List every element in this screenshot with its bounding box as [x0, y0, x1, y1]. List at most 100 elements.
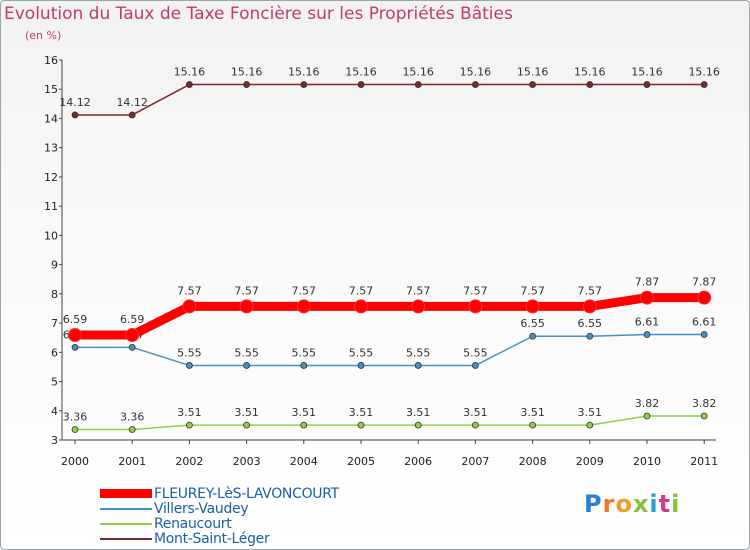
data-label: 6.61 — [635, 315, 660, 328]
data-label: 3.82 — [692, 397, 717, 410]
data-point — [643, 412, 651, 420]
data-label: 7.57 — [292, 284, 317, 297]
data-point — [643, 81, 651, 88]
data-point — [586, 81, 594, 88]
x-tick-label: 2000 — [61, 455, 89, 468]
data-label: 6.59 — [120, 313, 145, 326]
data-label: 3.51 — [520, 406, 545, 419]
data-point — [354, 299, 368, 314]
data-label: 5.55 — [349, 346, 374, 359]
series-line — [75, 333, 705, 367]
data-label: 5.55 — [234, 346, 259, 359]
data-label: 5.55 — [292, 346, 317, 359]
data-point — [582, 299, 597, 314]
y-tick-label: 13 — [44, 142, 58, 155]
data-label: 3.51 — [406, 406, 431, 419]
data-point — [357, 81, 365, 88]
data-point — [700, 81, 708, 88]
y-tick-label: 7 — [51, 317, 58, 330]
data-point — [300, 362, 308, 369]
y-tick-label: 11 — [44, 200, 58, 213]
data-point — [239, 299, 254, 314]
x-tick-label: 2011 — [690, 455, 718, 468]
y-tick-label: 3 — [51, 434, 58, 447]
data-label: 7.57 — [520, 284, 545, 297]
y-tick-label: 5 — [51, 376, 58, 389]
data-label: 15.16 — [288, 66, 320, 79]
data-point — [71, 426, 79, 433]
legend-swatch-villers — [100, 507, 152, 510]
legend-label: Mont-Saint-Léger — [154, 530, 270, 547]
chart-title: Evolution du Taux de Taxe Foncière sur l… — [4, 4, 513, 24]
legend-swatch-renaucourt — [100, 522, 152, 525]
data-point — [71, 111, 79, 119]
data-label: 3.36 — [63, 410, 88, 423]
logo-letter: i — [671, 490, 681, 518]
x-tick-label: 2002 — [175, 455, 203, 468]
data-label: 3.82 — [635, 397, 660, 410]
data-point — [411, 299, 426, 314]
data-label: 15.16 — [231, 66, 263, 79]
data-label: 6.55 — [578, 317, 603, 330]
data-point — [243, 81, 251, 88]
data-point — [185, 421, 193, 429]
logo-letter: i — [649, 490, 659, 518]
data-point — [471, 362, 479, 369]
y-axis-unit: (en %) — [25, 29, 62, 42]
data-point — [71, 343, 79, 351]
data-label: 7.57 — [406, 284, 431, 297]
data-point — [243, 421, 251, 429]
data-point — [414, 362, 422, 369]
data-label: 3.51 — [463, 406, 488, 419]
data-point — [128, 111, 136, 119]
data-label: 15.16 — [460, 66, 492, 79]
legend-item: Villers-Vaudey — [100, 500, 339, 517]
legend-label: Villers-Vaudey — [154, 500, 249, 517]
data-label: 7.87 — [692, 276, 717, 289]
data-point — [357, 362, 365, 369]
data-point — [300, 421, 308, 429]
y-tick-label: 9 — [51, 259, 58, 272]
data-label: 5.55 — [463, 346, 488, 359]
data-label: 15.16 — [174, 66, 206, 79]
y-tick-label: 6 — [51, 346, 58, 359]
data-label: 3.51 — [349, 406, 374, 419]
logo-letter: o — [615, 490, 633, 518]
data-label: 6.55 — [520, 317, 545, 330]
x-tick-label: 2004 — [290, 455, 318, 468]
x-tick-label: 2008 — [519, 455, 547, 468]
data-point — [68, 328, 82, 343]
data-point — [529, 332, 536, 340]
data-point — [525, 299, 540, 314]
data-point — [700, 412, 708, 420]
data-label: 5.55 — [406, 346, 431, 359]
logo-letter: r — [602, 490, 616, 518]
data-label: 7.87 — [635, 276, 660, 289]
data-label: 15.16 — [345, 66, 377, 79]
data-point — [296, 299, 311, 314]
y-tick-label: 12 — [44, 171, 58, 184]
data-label: 6.61 — [692, 315, 717, 328]
y-tick-label: 16 — [44, 54, 58, 67]
series-line — [75, 293, 705, 340]
data-point — [697, 290, 712, 305]
data-point — [125, 328, 140, 343]
x-tick-label: 2003 — [233, 455, 261, 468]
logo-letter: P — [584, 490, 603, 518]
data-label: 15.16 — [402, 66, 434, 79]
data-label: 7.57 — [177, 284, 202, 297]
data-point — [414, 81, 422, 88]
data-label: 15.16 — [631, 66, 663, 79]
data-point — [128, 343, 136, 351]
y-tick-label: 4 — [51, 405, 58, 418]
y-tick-label: 14 — [44, 112, 58, 125]
data-label: 5.55 — [177, 346, 202, 359]
x-tick-label: 2010 — [633, 455, 661, 468]
data-point — [471, 81, 479, 88]
legend-item: FLEUREY-LèS-LAVONCOURT — [100, 486, 339, 502]
legend-swatch-mont — [100, 537, 152, 540]
data-label: 3.51 — [578, 406, 603, 419]
data-point — [471, 421, 479, 429]
data-point — [529, 81, 536, 88]
